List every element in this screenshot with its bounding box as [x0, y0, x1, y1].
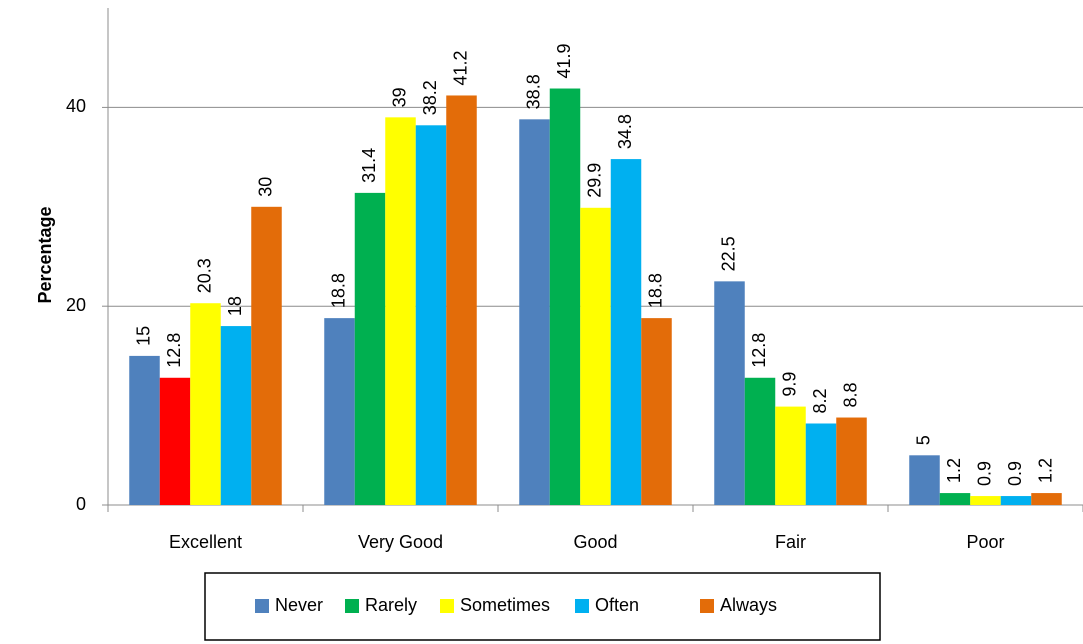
data-label: 15: [133, 326, 153, 346]
x-tick-label: Poor: [966, 532, 1004, 552]
data-label: 8.8: [840, 382, 860, 407]
x-tick-label: Very Good: [358, 532, 443, 552]
bar: [909, 455, 940, 505]
y-axis-title: Percentage: [35, 206, 55, 303]
legend-label: Sometimes: [460, 595, 550, 615]
data-label: 30: [255, 177, 275, 197]
data-label: 0.9: [1005, 461, 1025, 486]
data-label: 18: [225, 296, 245, 316]
data-label: 1.2: [944, 458, 964, 483]
bar: [836, 417, 867, 505]
data-label: 18.8: [328, 273, 348, 308]
x-tick-label: Excellent: [169, 532, 242, 552]
bar: [970, 496, 1001, 505]
bar: [1031, 493, 1062, 505]
bar: [580, 207, 611, 505]
bar: [446, 95, 477, 506]
legend-swatch: [255, 599, 269, 613]
legend-swatch: [575, 599, 589, 613]
bar: [354, 192, 386, 505]
data-label: 41.9: [554, 43, 574, 78]
bar: [159, 377, 191, 505]
y-tick-label: 20: [66, 295, 86, 315]
bar: [744, 377, 776, 505]
x-tick-label: Good: [573, 532, 617, 552]
data-label: 12.8: [749, 333, 769, 368]
bar: [415, 125, 447, 506]
bar: [1000, 496, 1032, 505]
y-tick-label: 0: [76, 494, 86, 514]
data-label: 0.9: [974, 461, 994, 486]
bar: [251, 206, 282, 506]
data-label: 31.4: [359, 148, 379, 183]
data-label: 20.3: [194, 258, 214, 293]
legend-swatch: [345, 599, 359, 613]
data-label: 9.9: [779, 372, 799, 397]
bar: [324, 318, 355, 505]
data-label: 29.9: [584, 163, 604, 198]
data-label: 5: [913, 435, 933, 445]
bar: [190, 303, 221, 505]
data-label: 8.2: [810, 388, 830, 413]
bar: [385, 117, 416, 505]
data-label: 41.2: [450, 50, 470, 85]
data-label: 18.8: [645, 273, 665, 308]
data-label: 39: [389, 87, 409, 107]
data-label: 1.2: [1035, 458, 1055, 483]
legend-label: Often: [595, 595, 639, 615]
legend-swatch: [440, 599, 454, 613]
bar: [939, 493, 971, 505]
bar: [805, 423, 837, 505]
x-tick-label: Fair: [775, 532, 806, 552]
bar: [775, 406, 806, 505]
legend-label: Never: [275, 595, 323, 615]
data-label: 22.5: [718, 236, 738, 271]
data-label: 38.2: [420, 80, 440, 115]
bar: [714, 281, 745, 505]
bar: [519, 119, 550, 505]
y-tick-label: 40: [66, 96, 86, 116]
bar: [549, 88, 581, 505]
legend-label: Always: [720, 595, 777, 615]
legend-box: [204, 572, 881, 641]
data-label: 12.8: [164, 333, 184, 368]
bar: [220, 326, 252, 505]
legend-swatch: [700, 599, 714, 613]
data-label: 34.8: [615, 114, 635, 149]
bar: [129, 355, 160, 505]
bar: [641, 318, 672, 505]
bar: [610, 159, 642, 505]
data-label: 38.8: [523, 74, 543, 109]
legend-label: Rarely: [365, 595, 417, 615]
